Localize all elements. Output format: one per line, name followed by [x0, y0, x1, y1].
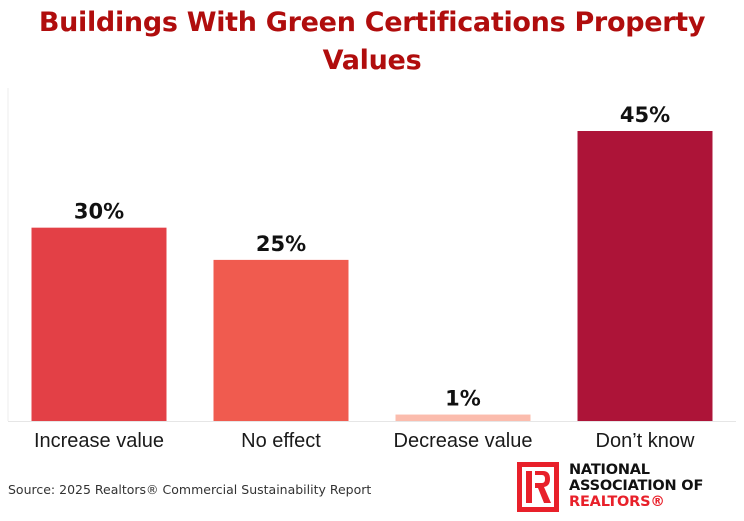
chart-title-line-1: Buildings With Green Certifications Prop…: [38, 7, 706, 38]
nar-logo: NATIONAL ASSOCIATION OF REALTORS®: [517, 462, 703, 512]
value-label-no-effect: 25%: [256, 232, 306, 256]
logo-line-1: NATIONAL: [569, 462, 650, 478]
bar-don-t-know: [577, 131, 713, 421]
logo-line-2: ASSOCIATION OF: [569, 478, 704, 494]
value-labels-group: 30% 25% 1% 45%: [74, 103, 670, 411]
value-label-increase-value: 30%: [74, 200, 124, 224]
bar-decrease-value: [395, 414, 531, 421]
bar-increase-value: [31, 227, 167, 421]
chart-title: Buildings With Green Certifications Prop…: [0, 4, 744, 80]
logo-line-3: REALTORS®: [569, 494, 665, 510]
realtor-r-logo-icon: [517, 462, 559, 512]
bar-no-effect: [213, 259, 349, 421]
category-label-no-effect: No effect: [241, 430, 321, 452]
chart-title-line-2: Values: [322, 45, 422, 76]
source-note: Source: 2025 Realtors® Commercial Sustai…: [8, 482, 372, 497]
bar-chart: 30% 25% 1% 45% Increase value No effect Decre…: [7, 88, 736, 452]
category-label-decrease-value: Decrease value: [394, 430, 533, 452]
category-label-increase-value: Increase value: [34, 430, 164, 452]
category-label-don-t-know: Don’t know: [596, 430, 695, 452]
value-label-decrease-value: 1%: [445, 387, 481, 411]
bars-group: [31, 131, 713, 421]
logo-wordmark: NATIONAL ASSOCIATION OF REALTORS®: [569, 462, 703, 510]
category-labels-group: Increase value No effect Decrease value Don…: [34, 430, 695, 452]
value-label-don-t-know: 45%: [620, 103, 670, 127]
